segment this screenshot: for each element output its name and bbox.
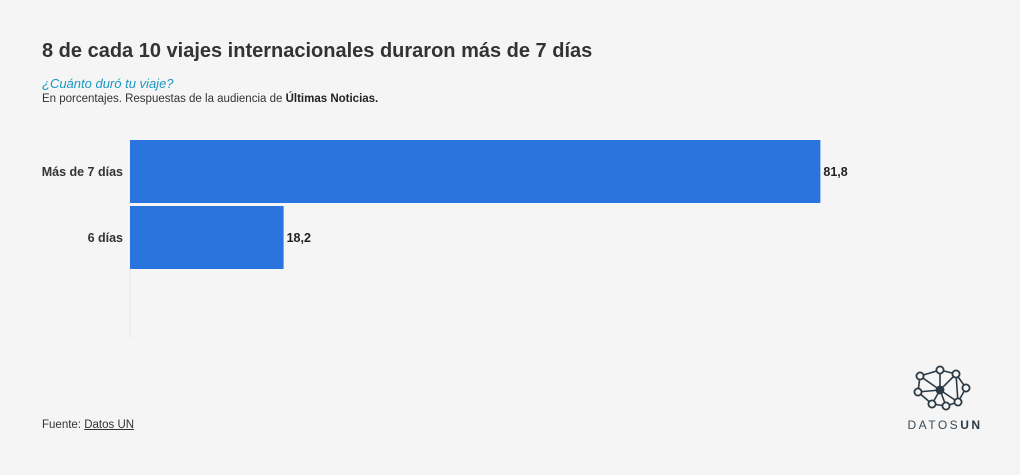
chart-title: 8 de cada 10 viajes internacionales dura… [42,40,593,62]
category-label: Más de 7 días [42,165,123,179]
network-graph-icon [913,365,971,411]
note-bold-text: Últimas Noticias. [285,93,379,105]
note-text: En porcentajes. Respuestas de la audienc… [42,93,286,105]
category-label: 6 días [88,231,123,245]
datos-un-logo[interactable]: DATOSUN [900,364,990,436]
source-line: Fuente: Datos UN [42,419,134,431]
value-label: 81,8 [823,165,847,179]
chart-note: En porcentajes. Respuestas de la audienc… [42,93,378,105]
bar [130,206,284,269]
logo-wordmark: DATOSUN [900,418,990,432]
logo-text-light: DATOS [907,418,961,432]
source-label: Fuente: [42,419,85,431]
bar [130,140,821,203]
logo-text-bold: UN [960,418,983,432]
chart-question: ¿Cuánto duró tu viaje? [42,76,174,91]
source-link[interactable]: Datos UN [84,419,135,431]
value-label: 18,2 [287,231,311,245]
